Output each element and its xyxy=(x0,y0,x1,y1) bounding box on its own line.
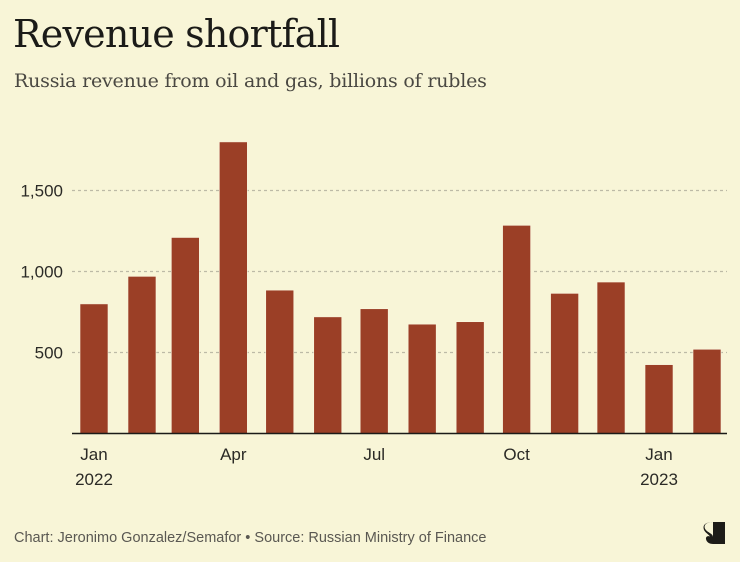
y-tick-label: 1,000 xyxy=(20,263,63,282)
y-axis-labels: 500 1,000 1,500 xyxy=(20,182,63,363)
x-tick-label: Apr xyxy=(220,445,247,464)
x-tick-year-label: 2022 xyxy=(75,470,113,489)
x-axis-labels: Jan 2022 Apr Jul Oct Jan 2023 xyxy=(75,445,678,489)
bar-2022-06 xyxy=(313,316,343,434)
y-tick-label: 500 xyxy=(35,344,63,363)
bar-2022-07 xyxy=(359,308,389,434)
source-credit: Chart: Jeronimo Gonzalez/Semafor • Sourc… xyxy=(14,530,487,546)
bar-2022-03 xyxy=(171,237,200,434)
x-tick-label: Jan xyxy=(80,445,107,464)
y-tick-label: 1,500 xyxy=(20,182,63,201)
bars xyxy=(79,141,722,434)
bar-chart: 500 1,000 1,500 Jan 2022 Apr Jul Oct Jan 2023 xyxy=(20,141,727,489)
bar-2023-02 xyxy=(692,348,722,434)
bar-2022-10 xyxy=(502,225,531,434)
bar-2022-05 xyxy=(265,289,295,434)
bar-2022-12 xyxy=(596,281,626,434)
semafor-logo-icon xyxy=(703,522,725,544)
chart-title: Revenue shortfall xyxy=(13,12,340,56)
bar-2022-08 xyxy=(407,323,437,434)
bar-2022-09 xyxy=(455,321,485,434)
bar-2022-01 xyxy=(79,303,109,434)
bar-2022-02 xyxy=(127,276,157,434)
x-tick-year-label: 2023 xyxy=(640,470,678,489)
x-tick-label: Jan xyxy=(645,445,672,464)
bar-2022-04 xyxy=(219,141,248,434)
x-tick-label: Oct xyxy=(503,445,530,464)
bar-2022-11 xyxy=(550,293,579,434)
chart-subtitle: Russia revenue from oil and gas, billion… xyxy=(14,70,487,92)
x-tick-label: Jul xyxy=(363,445,385,464)
gridlines xyxy=(72,189,727,354)
bar-2023-01 xyxy=(644,364,674,434)
